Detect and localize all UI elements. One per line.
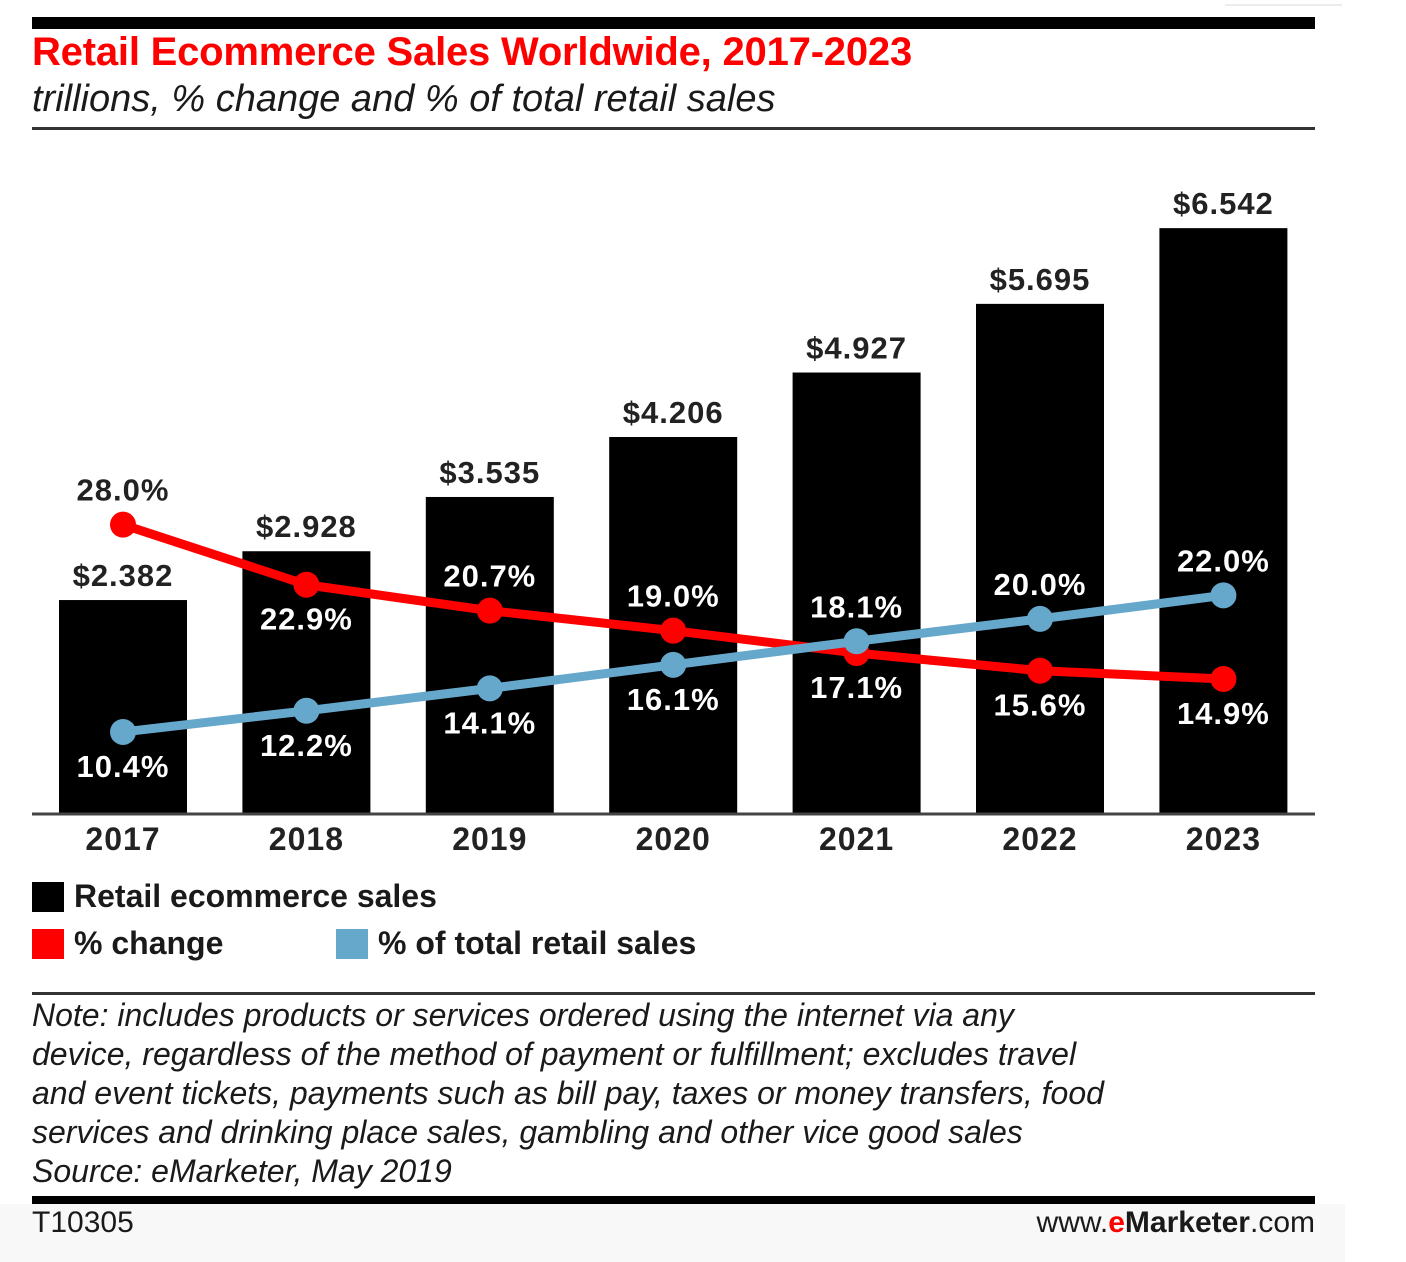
bars-layer bbox=[59, 228, 1288, 813]
lines-layer bbox=[110, 511, 1237, 745]
pct-total-label: 12.2% bbox=[260, 728, 353, 763]
bar-2021 bbox=[792, 372, 921, 813]
legend-swatch-pct-total bbox=[336, 928, 368, 959]
note-line: services and drinking place sales, gambl… bbox=[32, 1114, 1023, 1150]
pct-change-label: 14.9% bbox=[1177, 696, 1270, 731]
chart-title: Retail Ecommerce Sales Worldwide, 2017-2… bbox=[32, 30, 912, 74]
note-line: and event tickets, payments such as bill… bbox=[32, 1075, 1104, 1111]
pct-change-point-2018 bbox=[293, 571, 320, 598]
pct-change-point-2023 bbox=[1210, 665, 1237, 692]
note-rule bbox=[32, 992, 1315, 995]
pct-change-label: 28.0% bbox=[77, 473, 170, 508]
chart-code: T10305 bbox=[32, 1206, 134, 1239]
legend-label-pct-total: % of total retail sales bbox=[378, 925, 697, 961]
pct-total-point-2022 bbox=[1027, 605, 1053, 632]
pct-total-point-2023 bbox=[1210, 582, 1237, 609]
legend-item-pct-change: % change bbox=[32, 925, 223, 962]
x-tick-labels: 2017 2018 2019 2020 2021 2022 2023 bbox=[85, 821, 1261, 857]
pct-total-point-2018 bbox=[293, 697, 320, 724]
pct-change-point-2020 bbox=[660, 617, 687, 644]
bar-value-label: $6.542 bbox=[1173, 186, 1274, 221]
legend-item-pct-total: % of total retail sales bbox=[336, 925, 696, 962]
pct-total-label: 10.4% bbox=[77, 749, 170, 784]
pct-change-label: 15.6% bbox=[994, 688, 1087, 723]
note-line: device, regardless of the method of paym… bbox=[32, 1036, 1077, 1072]
footer-background bbox=[0, 1204, 1345, 1262]
legend-swatch-pct-change bbox=[32, 928, 64, 959]
bar-2022 bbox=[976, 303, 1104, 813]
bar-value-label: $5.695 bbox=[990, 262, 1091, 297]
pct-change-label: 20.7% bbox=[443, 559, 536, 594]
chart-subtitle: trillions, % change and % of total retai… bbox=[32, 78, 776, 120]
pct-total-label: 14.1% bbox=[443, 705, 536, 740]
subtitle-rule bbox=[32, 127, 1315, 130]
site-suffix: .com bbox=[1249, 1206, 1315, 1239]
chart-plot: $2.382 $2.928 $3.535 $4.206 $4.927 $5.695 $6.5… bbox=[32, 186, 1315, 857]
site-brand-e: e bbox=[1108, 1206, 1125, 1239]
x-tick-2018: 2018 bbox=[269, 821, 344, 857]
legend-item-sales: Retail ecommerce sales bbox=[32, 878, 437, 915]
footer-rule bbox=[32, 1196, 1315, 1204]
bar-value-label: $4.927 bbox=[806, 331, 907, 366]
legend-label-pct-change: % change bbox=[74, 925, 224, 961]
pct-change-label: 17.1% bbox=[810, 670, 903, 705]
chart-note: Note: includes products or services orde… bbox=[32, 996, 1322, 1191]
pct-total-point-2019 bbox=[476, 675, 503, 702]
bar-2017 bbox=[59, 600, 187, 813]
pct-change-point-2019 bbox=[476, 597, 503, 624]
x-tick-2019: 2019 bbox=[452, 821, 527, 857]
site-link[interactable]: www.eMarketer.com bbox=[1037, 1206, 1315, 1240]
x-tick-2022: 2022 bbox=[1002, 821, 1077, 857]
x-tick-2023: 2023 bbox=[1186, 821, 1261, 857]
labels-layer: $2.382 $2.928 $3.535 $4.206 $4.927 $5.695 $6.5… bbox=[73, 186, 1274, 784]
x-tick-2017: 2017 bbox=[85, 821, 160, 857]
pct-change-point-2022 bbox=[1027, 657, 1053, 684]
pct-change-label: 19.0% bbox=[627, 579, 720, 614]
pct-total-point-2021 bbox=[843, 628, 870, 655]
pct-total-label: 16.1% bbox=[627, 682, 720, 717]
bar-2023 bbox=[1159, 228, 1288, 813]
pct-total-label: 20.0% bbox=[994, 567, 1087, 602]
bar-2019 bbox=[425, 496, 554, 813]
pct-change-label: 22.9% bbox=[260, 602, 353, 637]
site-prefix: www. bbox=[1036, 1206, 1109, 1239]
bar-value-label: $4.206 bbox=[623, 395, 724, 430]
pct-total-point-2017 bbox=[110, 718, 136, 745]
pct-total-label: 18.1% bbox=[810, 589, 903, 624]
source-line: Source: eMarketer, May 2019 bbox=[32, 1153, 452, 1189]
bar-value-label: $2.382 bbox=[73, 558, 174, 593]
legend-label-sales: Retail ecommerce sales bbox=[74, 878, 437, 914]
note-line: Note: includes products or services orde… bbox=[32, 997, 1014, 1033]
pct-total-label: 22.0% bbox=[1177, 543, 1270, 578]
legend-swatch-sales bbox=[32, 881, 64, 912]
bar-value-label: $2.928 bbox=[256, 509, 357, 544]
site-brand: Marketer bbox=[1124, 1206, 1250, 1239]
pct-total-point-2020 bbox=[660, 651, 687, 678]
corner-decoration bbox=[1225, 4, 1342, 6]
top-rule bbox=[32, 17, 1315, 29]
bar-value-label: $3.535 bbox=[439, 455, 540, 490]
x-tick-2020: 2020 bbox=[636, 821, 711, 857]
pct-change-point-2017 bbox=[110, 511, 136, 538]
x-tick-2021: 2021 bbox=[819, 821, 894, 857]
